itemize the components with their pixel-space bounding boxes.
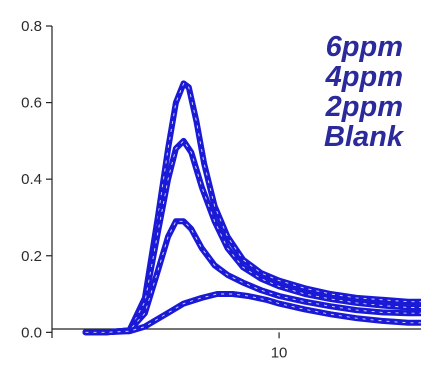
legend-label: 2ppm [325, 91, 403, 123]
series-group [82, 80, 421, 336]
y-tick-label: 0.0 [21, 324, 42, 341]
legend-label: Blank [324, 121, 405, 153]
series-line-highlight [85, 140, 421, 333]
legend-label: 4ppm [325, 61, 403, 93]
series-line [82, 137, 421, 336]
ticks: 0.0 0.2 0.4 0.6 0.8 10 [21, 18, 287, 361]
series-line-highlight [85, 220, 421, 333]
y-tick-label: 0.2 [21, 248, 42, 265]
series-2ppm [82, 218, 421, 336]
y-tick-label: 0.6 [21, 95, 42, 112]
legend-label: 6ppm [326, 31, 403, 63]
series-blank [82, 291, 421, 336]
y-tick-label: 0.4 [21, 171, 42, 188]
series-4ppm [82, 137, 421, 336]
series-line-highlight [85, 293, 421, 333]
x-tick-label: 10 [271, 344, 288, 361]
y-tick-label: 0.8 [21, 18, 42, 35]
